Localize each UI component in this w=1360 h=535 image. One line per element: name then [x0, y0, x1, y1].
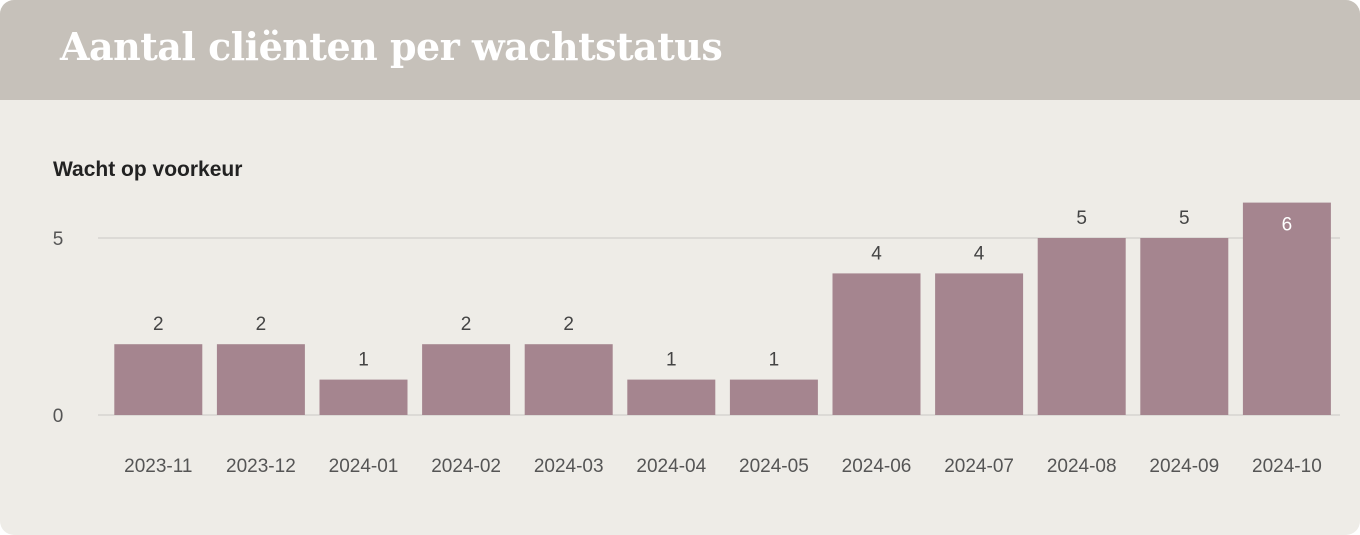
y-tick-label: 5: [53, 229, 64, 250]
bar: [1242, 202, 1331, 415]
x-tick-label: 2024-10: [1252, 456, 1322, 477]
data-label: 2: [563, 314, 574, 335]
data-label: 2: [153, 314, 164, 335]
x-tick-label: 2024-04: [636, 456, 706, 477]
bar: [524, 344, 613, 415]
data-label: 1: [769, 350, 780, 371]
data-label: 4: [974, 243, 985, 264]
x-tick-label: 2024-08: [1047, 456, 1117, 477]
x-tick-label: 2024-07: [944, 456, 1014, 477]
header-bar: Aantal cliënten per wachtstatus: [0, 0, 1360, 100]
x-tick-label: 2024-01: [329, 456, 399, 477]
data-label: 2: [256, 314, 267, 335]
x-tick-label: 2023-11: [124, 456, 192, 477]
bar: [1037, 238, 1126, 415]
x-tick-label: 2024-06: [842, 456, 912, 477]
data-label: 2: [461, 314, 472, 335]
page-title: Aantal cliënten per wachtstatus: [60, 24, 723, 69]
bar: [1140, 238, 1229, 415]
x-tick-label: 2024-03: [534, 456, 604, 477]
x-tick-label: 2024-02: [431, 456, 501, 477]
x-tick-label: 2024-09: [1149, 456, 1219, 477]
y-tick-label: 0: [53, 406, 64, 427]
bar: [832, 273, 921, 415]
x-tick-label: 2023-12: [226, 456, 296, 477]
data-label: 4: [871, 243, 882, 264]
data-label: 1: [666, 350, 677, 371]
data-label: 5: [1179, 208, 1190, 229]
data-label: 5: [1076, 208, 1087, 229]
bar: [935, 273, 1024, 415]
bar: [729, 379, 818, 415]
x-tick-label: 2024-05: [739, 456, 809, 477]
data-label: 6: [1282, 215, 1293, 236]
bar: [422, 344, 511, 415]
bar: [627, 379, 716, 415]
bar: [114, 344, 203, 415]
bar: [319, 379, 408, 415]
bar: [216, 344, 305, 415]
data-label: 1: [358, 350, 369, 371]
chart-title: Wacht op voorkeur: [53, 158, 243, 181]
